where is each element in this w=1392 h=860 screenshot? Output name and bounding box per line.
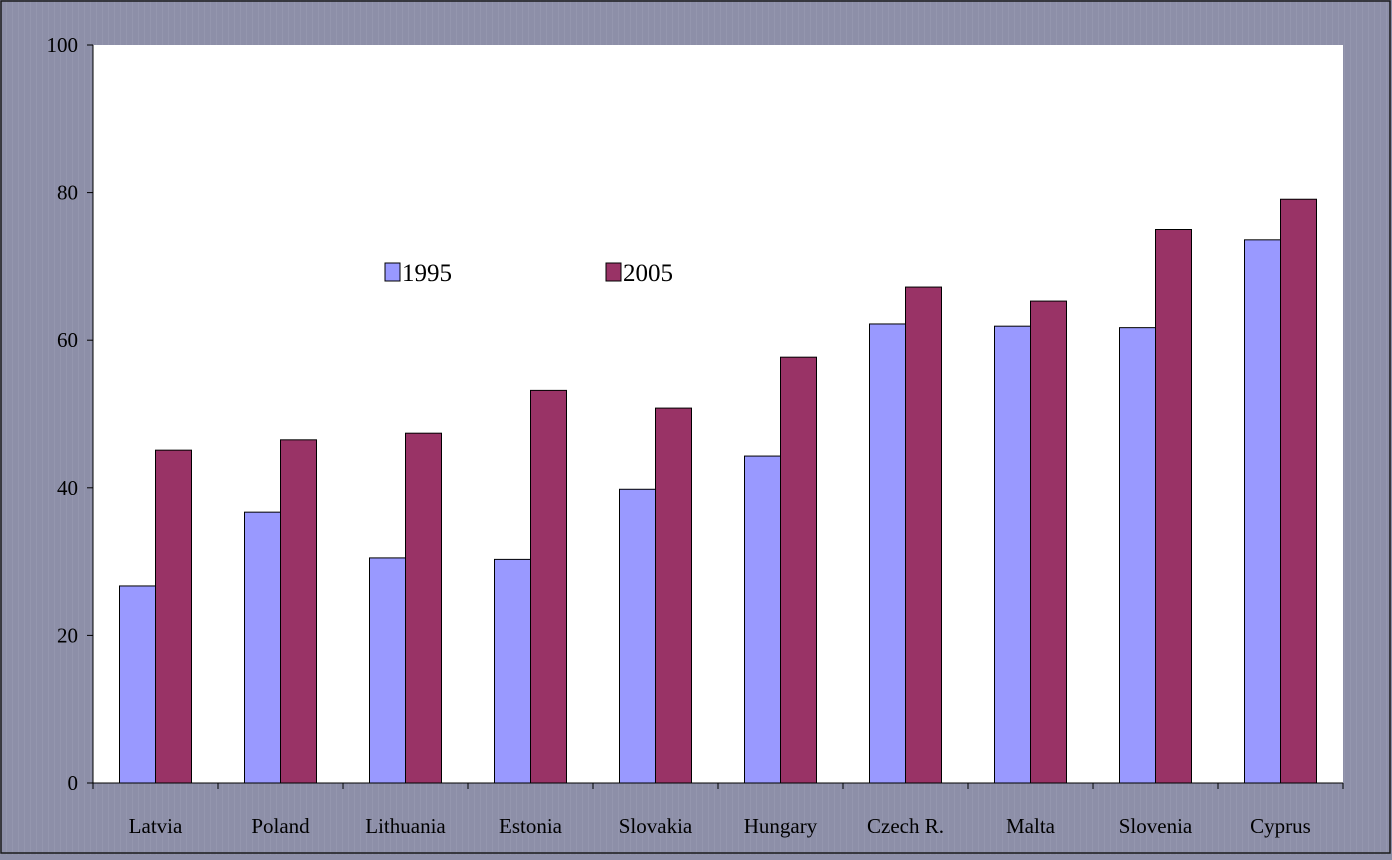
bar-1995-slovakia — [619, 488, 656, 784]
bar-2005-latvia — [155, 449, 192, 784]
legend-label-2005: 2005 — [623, 260, 673, 287]
x-tick-label: Lithuania — [365, 814, 446, 838]
bar-2005-hungary — [780, 356, 817, 784]
legend-swatch-2005 — [605, 262, 622, 282]
y-tick-label: 20 — [57, 623, 78, 647]
bar-1995-estonia — [494, 558, 531, 784]
x-tick-label: Poland — [251, 814, 310, 838]
bar-1995-lithuania — [369, 557, 406, 784]
x-tick-label: Latvia — [129, 814, 183, 838]
bar-2005-czech-r — [905, 286, 942, 784]
legend-swatch-1995 — [384, 262, 401, 282]
x-tick-label: Slovakia — [619, 814, 693, 838]
bar-1995-malta — [994, 325, 1031, 784]
x-tick-label: Czech R. — [867, 814, 944, 838]
bar-1995-slovenia — [1119, 327, 1156, 784]
bar-2005-slovenia — [1155, 229, 1192, 784]
bar-2005-estonia — [530, 389, 567, 784]
x-tick-label: Malta — [1006, 814, 1056, 838]
bar-1995-cyprus — [1244, 239, 1281, 784]
bar-2005-poland — [280, 439, 317, 784]
y-tick-label: 60 — [57, 328, 78, 352]
bar-2005-cyprus — [1280, 198, 1317, 784]
bar-2005-lithuania — [405, 432, 442, 784]
bar-1995-latvia — [119, 585, 156, 784]
bars-group — [119, 198, 1317, 784]
x-tick-label: Estonia — [499, 814, 563, 838]
axes-group: 0 20 40 60 80 100 Latvia Poland Lithuania Estonia… — [47, 33, 1344, 838]
bar-1995-hungary — [744, 455, 781, 784]
legend: 1995 2005 — [384, 260, 673, 287]
y-tick-label: 40 — [57, 476, 78, 500]
y-tick-label: 100 — [47, 33, 79, 57]
y-tick-label: 80 — [57, 181, 78, 205]
bar-2005-slovakia — [655, 407, 692, 784]
bar-2005-malta — [1030, 300, 1067, 784]
legend-label-1995: 1995 — [402, 260, 452, 287]
x-tick-label: Slovenia — [1119, 814, 1193, 838]
x-tick-label: Hungary — [744, 814, 818, 838]
bar-1995-poland — [244, 511, 281, 784]
y-tick-label: 0 — [68, 771, 79, 795]
bar-1995-czech-r — [869, 323, 906, 784]
x-tick-label: Cyprus — [1250, 814, 1311, 838]
